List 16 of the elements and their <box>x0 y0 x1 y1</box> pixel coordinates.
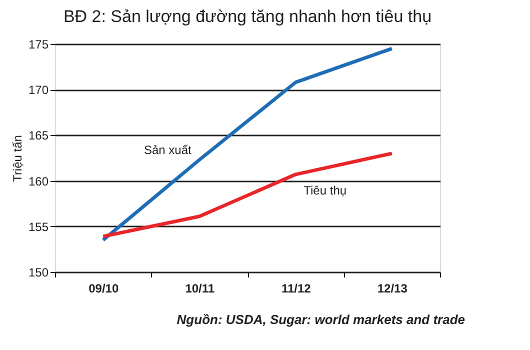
y-tick-label: 165 <box>28 128 49 143</box>
series-label: Sản xuất <box>144 142 192 157</box>
series-label: Tiêu thụ <box>304 183 347 198</box>
x-tick-label: 09/10 <box>88 282 119 296</box>
x-tick-label: 12/13 <box>377 282 408 296</box>
y-axis-title: Triệu tấn <box>10 135 24 182</box>
line-series <box>101 46 394 242</box>
x-tick-label: 10/11 <box>185 282 215 296</box>
y-tick-label: 170 <box>28 83 49 98</box>
y-tick-label: 150 <box>28 266 49 280</box>
chart-title: BĐ 2: Sản lượng đường tăng nhanh hơn tiêu thụ <box>63 7 432 26</box>
y-tick-label: 175 <box>28 38 49 52</box>
x-tick-label: 11/12 <box>281 282 312 296</box>
y-tick-label: 160 <box>28 174 49 188</box>
text: Nguồn: USDA, Sugar: world markets and trade <box>176 312 465 327</box>
y-tick-label: 155 <box>28 220 49 234</box>
